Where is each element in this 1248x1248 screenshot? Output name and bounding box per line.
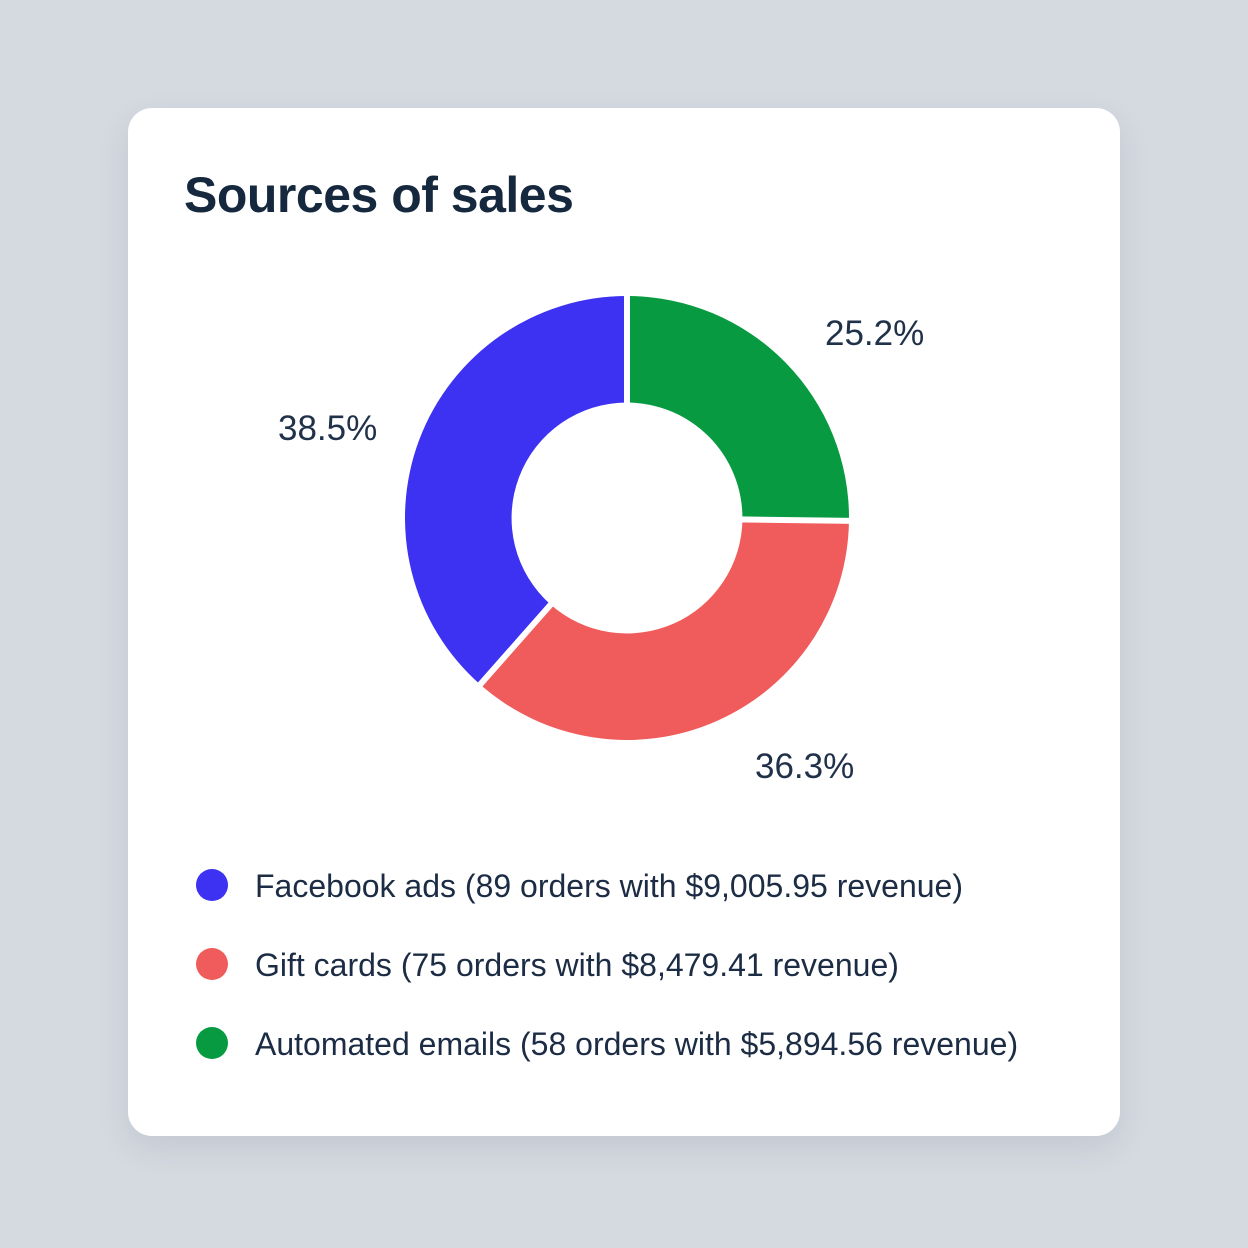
chart-legend: Facebook ads (89 orders with $9,005.95 r… [196,868,1018,1105]
segment-gap [738,516,854,524]
donut-svg [404,292,854,740]
legend-label-facebook-ads: Facebook ads (89 orders with $9,005.95 r… [255,868,963,904]
page-title: Sources of sales [184,167,574,223]
percent-label-gift-cards: 36.3% [755,747,855,786]
legend-row: Facebook ads (89 orders with $9,005.95 r… [196,868,1018,902]
legend-label-gift-cards: Gift cards (75 orders with $8,479.41 rev… [255,947,899,983]
legend-row: Automated emails (58 orders with $5,894.… [196,1026,1018,1060]
donut-chart [397,288,857,748]
legend-dot-gift-cards [196,948,228,980]
segment-gap [475,599,556,690]
legend-dot-facebook-ads [196,869,228,901]
percent-label-facebook-ads: 38.5% [278,409,378,448]
legend-label-automated-emails: Automated emails (58 orders with $5,894.… [255,1026,1019,1062]
donut-segment-gift-cards[interactable] [480,519,849,740]
legend-dot-automated-emails [196,1027,228,1059]
donut-segment-automated-emails[interactable] [627,296,849,521]
donut-segment-facebook-ads[interactable] [404,296,627,685]
sources-of-sales-card: Sources of sales 38.5% 36.3% 25.2% Faceb… [128,108,1120,1136]
legend-row: Gift cards (75 orders with $8,479.41 rev… [196,947,1018,981]
percent-label-automated-emails: 25.2% [825,314,925,353]
